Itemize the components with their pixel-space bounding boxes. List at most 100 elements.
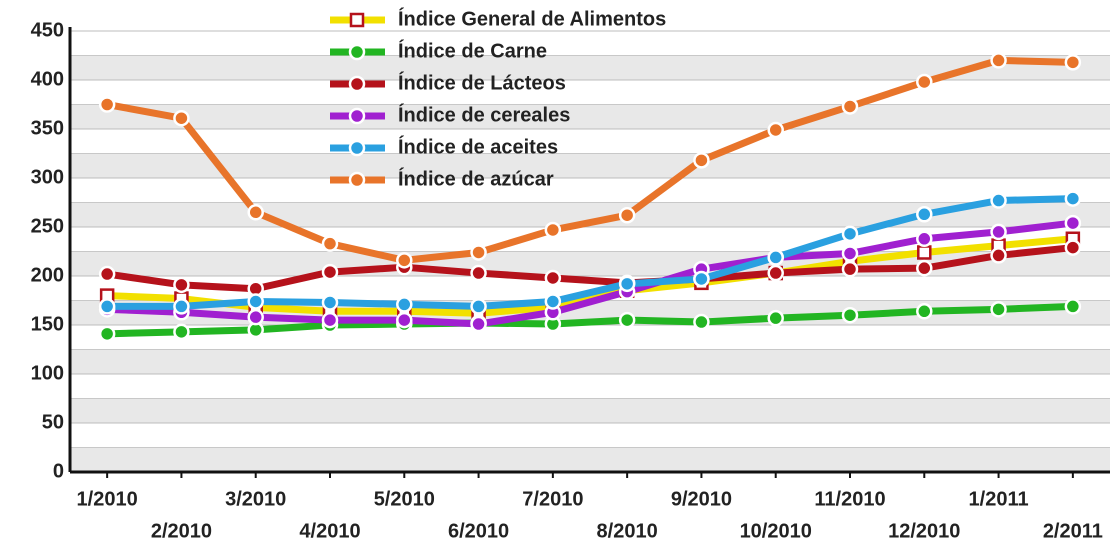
marker (693, 270, 710, 288)
legend-marker (348, 43, 366, 61)
marker (1064, 214, 1082, 232)
marker (470, 264, 487, 282)
marker (396, 296, 413, 313)
x-tick-label: 12/2010 (888, 520, 960, 542)
marker (321, 311, 339, 329)
marker (98, 265, 116, 283)
legend-marker (348, 107, 366, 125)
x-tick-label: 10/2010 (740, 520, 812, 542)
marker (990, 192, 1007, 209)
x-tick-label: 7/2010 (522, 488, 583, 510)
marker (990, 301, 1007, 318)
marker (247, 308, 264, 326)
legend-label: Índice de Carne (398, 39, 547, 62)
marker (173, 298, 190, 315)
legend-label: Índice General de Alimentos (398, 7, 666, 30)
marker (98, 96, 116, 113)
marker (841, 245, 859, 262)
marker (693, 152, 710, 169)
marker (98, 325, 116, 343)
marker (1064, 298, 1082, 315)
legend-label: Índice de azúcar (398, 167, 554, 190)
legend-marker (349, 12, 365, 28)
marker (841, 225, 859, 243)
marker (618, 311, 636, 329)
marker (544, 269, 562, 287)
marker (1064, 190, 1082, 207)
marker (321, 263, 339, 281)
marker (767, 249, 784, 266)
legend-label: Índice de Lácteos (398, 71, 566, 94)
legend-label: Índice de aceites (398, 135, 558, 158)
marker (767, 121, 784, 139)
grid-band (70, 447, 1110, 472)
x-tick-label: 5/2010 (374, 488, 435, 510)
marker (1064, 239, 1082, 256)
legend-marker (348, 139, 366, 157)
marker (470, 298, 487, 315)
legend-label: Índice de cereales (398, 103, 570, 126)
y-tick-label: 400 (31, 68, 64, 90)
marker (396, 311, 413, 329)
x-tick-label: 6/2010 (448, 520, 509, 542)
marker (321, 294, 339, 311)
x-tick-label: 2/2010 (151, 520, 212, 542)
x-tick-label: 1/2011 (969, 488, 1029, 510)
series-line (106, 56, 1073, 264)
marker (247, 293, 264, 310)
legend-marker (348, 171, 366, 189)
x-tick-label: 4/2010 (299, 520, 360, 542)
marker (618, 275, 636, 293)
series-line (107, 302, 1073, 338)
x-tick-label: 11/2010 (814, 488, 885, 510)
series-line (107, 195, 1073, 310)
marker (990, 223, 1007, 241)
y-tick-label: 200 (31, 264, 64, 286)
x-tick-label: 1/2010 (77, 488, 138, 510)
y-tick-label: 100 (31, 362, 64, 384)
marker (321, 235, 339, 252)
grid-band (70, 153, 1110, 178)
marker (470, 244, 487, 261)
series-line (106, 244, 1074, 293)
marker (916, 303, 933, 320)
marker (916, 206, 933, 223)
y-tick-label: 450 (31, 19, 64, 41)
grid-band (70, 349, 1110, 374)
marker (767, 309, 784, 327)
x-tick-label: 3/2010 (225, 488, 286, 510)
y-tick-label: 0 (53, 460, 64, 482)
marker (990, 247, 1007, 264)
y-tick-label: 250 (31, 215, 64, 237)
x-tick-label: 8/2010 (597, 520, 658, 542)
y-tick-label: 350 (31, 117, 64, 139)
marker (544, 221, 562, 239)
marker (917, 245, 932, 260)
grid-band (70, 398, 1110, 423)
marker (247, 204, 264, 221)
marker (693, 313, 710, 331)
legend-marker (348, 75, 366, 93)
marker (618, 206, 636, 224)
grid-band (70, 104, 1110, 129)
x-tick-label: 9/2010 (671, 488, 732, 510)
marker (916, 259, 933, 277)
y-tick-label: 150 (31, 313, 64, 335)
marker (98, 298, 116, 315)
marker (470, 315, 487, 333)
marker (841, 98, 859, 115)
marker (916, 73, 933, 91)
marker (841, 306, 859, 324)
x-tick-label: 2/2011 (1043, 520, 1103, 542)
marker (990, 52, 1007, 69)
y-tick-label: 300 (31, 166, 64, 188)
marker (1064, 54, 1082, 71)
marker (173, 323, 190, 341)
marker (767, 264, 784, 282)
marker (841, 260, 859, 278)
series-line (107, 219, 1074, 328)
marker (544, 293, 562, 310)
marker (396, 252, 413, 269)
marker (173, 276, 190, 294)
